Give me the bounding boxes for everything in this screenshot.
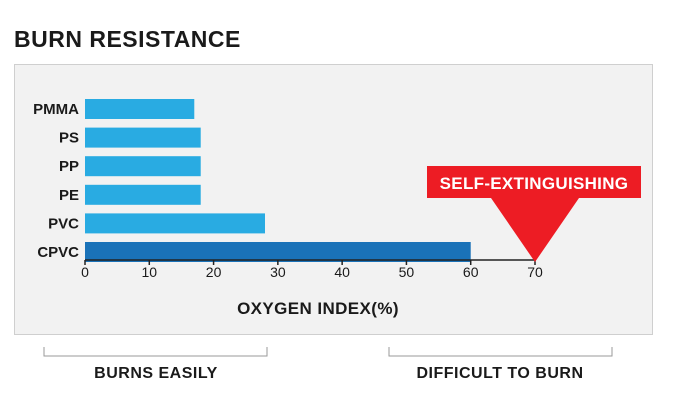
bar-ps bbox=[85, 127, 201, 148]
callout-shape bbox=[427, 166, 641, 262]
x-axis-label: OXYGEN INDEX(%) bbox=[237, 299, 399, 318]
footer-left: BURNS EASILY bbox=[43, 347, 268, 382]
footer-left-label: BURNS EASILY bbox=[94, 365, 218, 382]
category-label-pvc: PVC bbox=[48, 215, 79, 232]
bar-pmma bbox=[85, 99, 195, 119]
footer-right: DIFFICULT TO BURN bbox=[388, 347, 613, 382]
category-label-pmma: PMMA bbox=[33, 101, 79, 118]
x-tick-label-0: 0 bbox=[81, 264, 89, 280]
category-label-pe: PE bbox=[59, 187, 79, 204]
bar-pp bbox=[85, 156, 201, 177]
callout-label: SELF-EXTINGUISHING bbox=[440, 174, 629, 193]
x-tick-label-30: 30 bbox=[270, 264, 286, 280]
footer-right-bracket bbox=[388, 347, 613, 357]
category-label-cpvc: CPVC bbox=[37, 244, 79, 261]
x-tick-label-70: 70 bbox=[527, 264, 543, 280]
x-tick-label-10: 10 bbox=[141, 264, 157, 280]
category-label-pp: PP bbox=[59, 158, 79, 175]
x-tick-label-20: 20 bbox=[206, 264, 222, 280]
footer-right-label: DIFFICULT TO BURN bbox=[417, 365, 584, 382]
bar-pvc bbox=[85, 213, 265, 234]
bar-pe bbox=[85, 184, 201, 205]
x-tick-label-60: 60 bbox=[463, 264, 479, 280]
chart-title: BURN RESISTANCE bbox=[14, 26, 241, 52]
footer-left-bracket bbox=[43, 347, 268, 357]
x-tick-label-50: 50 bbox=[399, 264, 415, 280]
self-extinguishing-callout: SELF-EXTINGUISHING bbox=[427, 166, 641, 262]
bar-cpvc bbox=[85, 242, 471, 262]
category-label-ps: PS bbox=[59, 130, 79, 147]
x-tick-label-40: 40 bbox=[334, 264, 350, 280]
